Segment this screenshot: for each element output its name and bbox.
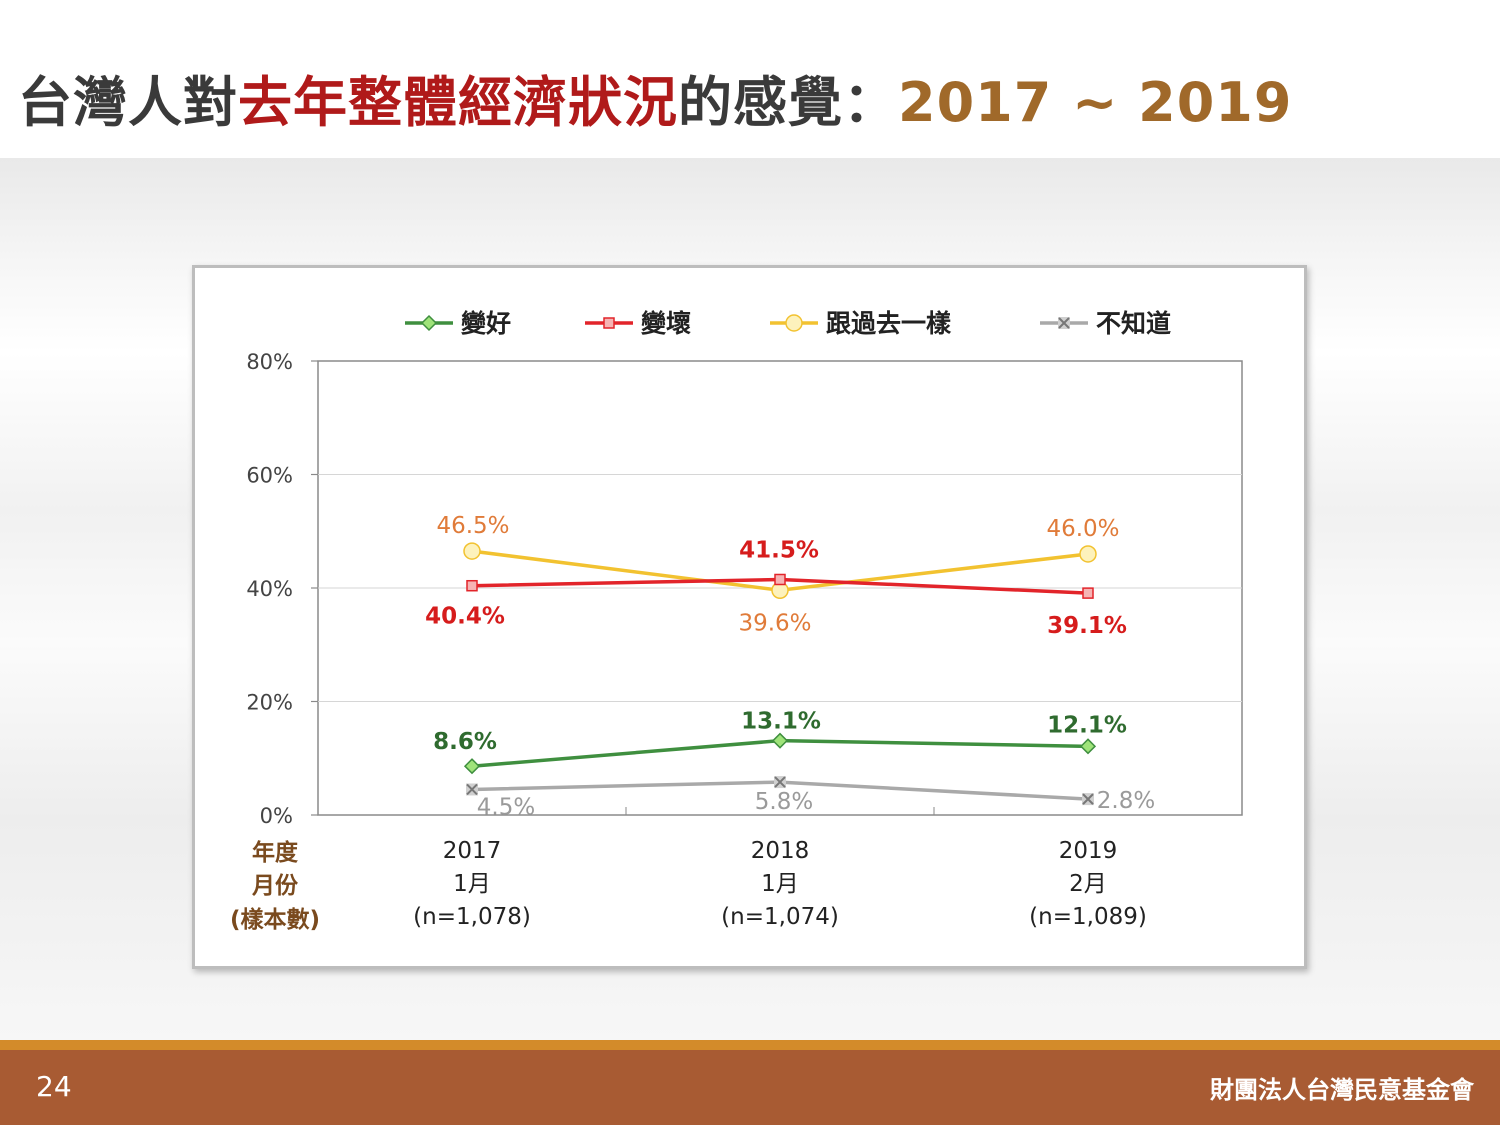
- x-month-label: 1月: [453, 871, 491, 897]
- marker-變壞: [466, 579, 478, 592]
- data-label: 46.5%: [436, 513, 509, 539]
- marker-legend: [603, 317, 615, 329]
- data-label: 39.6%: [738, 610, 811, 636]
- y-tick-label: 0%: [260, 804, 293, 828]
- title-part-2: 去年整體經濟狀況: [238, 71, 678, 134]
- title-part-4: 2017 ~ 2019: [898, 71, 1293, 134]
- page-number: 24: [36, 1070, 72, 1103]
- row-header-label: (樣本數): [230, 906, 320, 933]
- marker-legend: [785, 314, 803, 332]
- x-sample-label: (n=1,089): [1029, 904, 1147, 930]
- data-label: 39.1%: [1047, 613, 1127, 639]
- organization-name: 財團法人台灣民意基金會: [1210, 1076, 1474, 1104]
- data-label: 13.1%: [741, 709, 821, 735]
- x-month-label: 1月: [761, 871, 799, 897]
- marker-不知道: [774, 776, 786, 788]
- data-label: 8.6%: [433, 729, 497, 755]
- marker-變好: [771, 732, 789, 749]
- marker-變好: [463, 758, 481, 775]
- title-part-1: 台灣人對: [18, 71, 238, 134]
- y-tick-label: 20%: [246, 691, 293, 715]
- legend-label: 變壞: [641, 309, 691, 338]
- marker-變壞: [774, 573, 786, 586]
- title-bar: 台灣人對去年整體經濟狀況的感覺：2017 ~ 2019: [0, 0, 1500, 158]
- data-label: 40.4%: [425, 604, 505, 630]
- data-label: 46.0%: [1046, 516, 1119, 542]
- marker-legend: [1058, 317, 1070, 329]
- y-tick-label: 60%: [246, 464, 293, 488]
- x-year-label: 2017: [443, 838, 502, 864]
- row-header-label: 月份: [251, 873, 299, 899]
- data-label: 4.5%: [477, 794, 535, 820]
- marker-跟過去一樣: [1079, 545, 1097, 563]
- title-part-3: 的感覺：: [678, 71, 898, 134]
- x-month-label: 2月: [1069, 871, 1107, 897]
- marker-legend: [420, 314, 438, 332]
- marker-跟過去一樣: [463, 542, 481, 560]
- x-year-label: 2019: [1059, 838, 1118, 864]
- marker-不知道: [1082, 793, 1094, 805]
- line-chart: 0% 20% 40% 60% 80% 2017 1月 (n=1,078) 2018 1月 (n=1,…: [230, 309, 1243, 933]
- footer-stripe: [0, 1040, 1500, 1050]
- legend-label: 不知道: [1096, 309, 1171, 338]
- data-label: 5.8%: [755, 789, 813, 815]
- x-year-label: 2018: [751, 838, 810, 864]
- y-tick-label: 40%: [246, 577, 293, 601]
- x-sample-label: (n=1,078): [413, 904, 531, 930]
- legend-label: 變好: [461, 309, 511, 338]
- legend-label: 跟過去一樣: [826, 309, 952, 338]
- y-tick-label: 80%: [246, 350, 293, 374]
- marker-變壞: [1082, 587, 1094, 599]
- data-label: 2.8%: [1097, 788, 1155, 814]
- chart-frame: 0% 20% 40% 60% 80% 2017 1月 (n=1,078) 2018 1月 (n=1,…: [192, 265, 1307, 969]
- marker-不知道: [466, 783, 478, 796]
- row-header-label: 年度: [252, 839, 299, 866]
- x-sample-label: (n=1,074): [721, 904, 839, 930]
- marker-變好: [1079, 738, 1097, 755]
- footer-bar: 24 財團法人台灣民意基金會: [0, 1050, 1500, 1125]
- data-label: 41.5%: [739, 537, 819, 563]
- slide-title: 台灣人對去年整體經濟狀況的感覺：2017 ~ 2019: [18, 58, 1292, 137]
- data-label: 12.1%: [1047, 712, 1127, 738]
